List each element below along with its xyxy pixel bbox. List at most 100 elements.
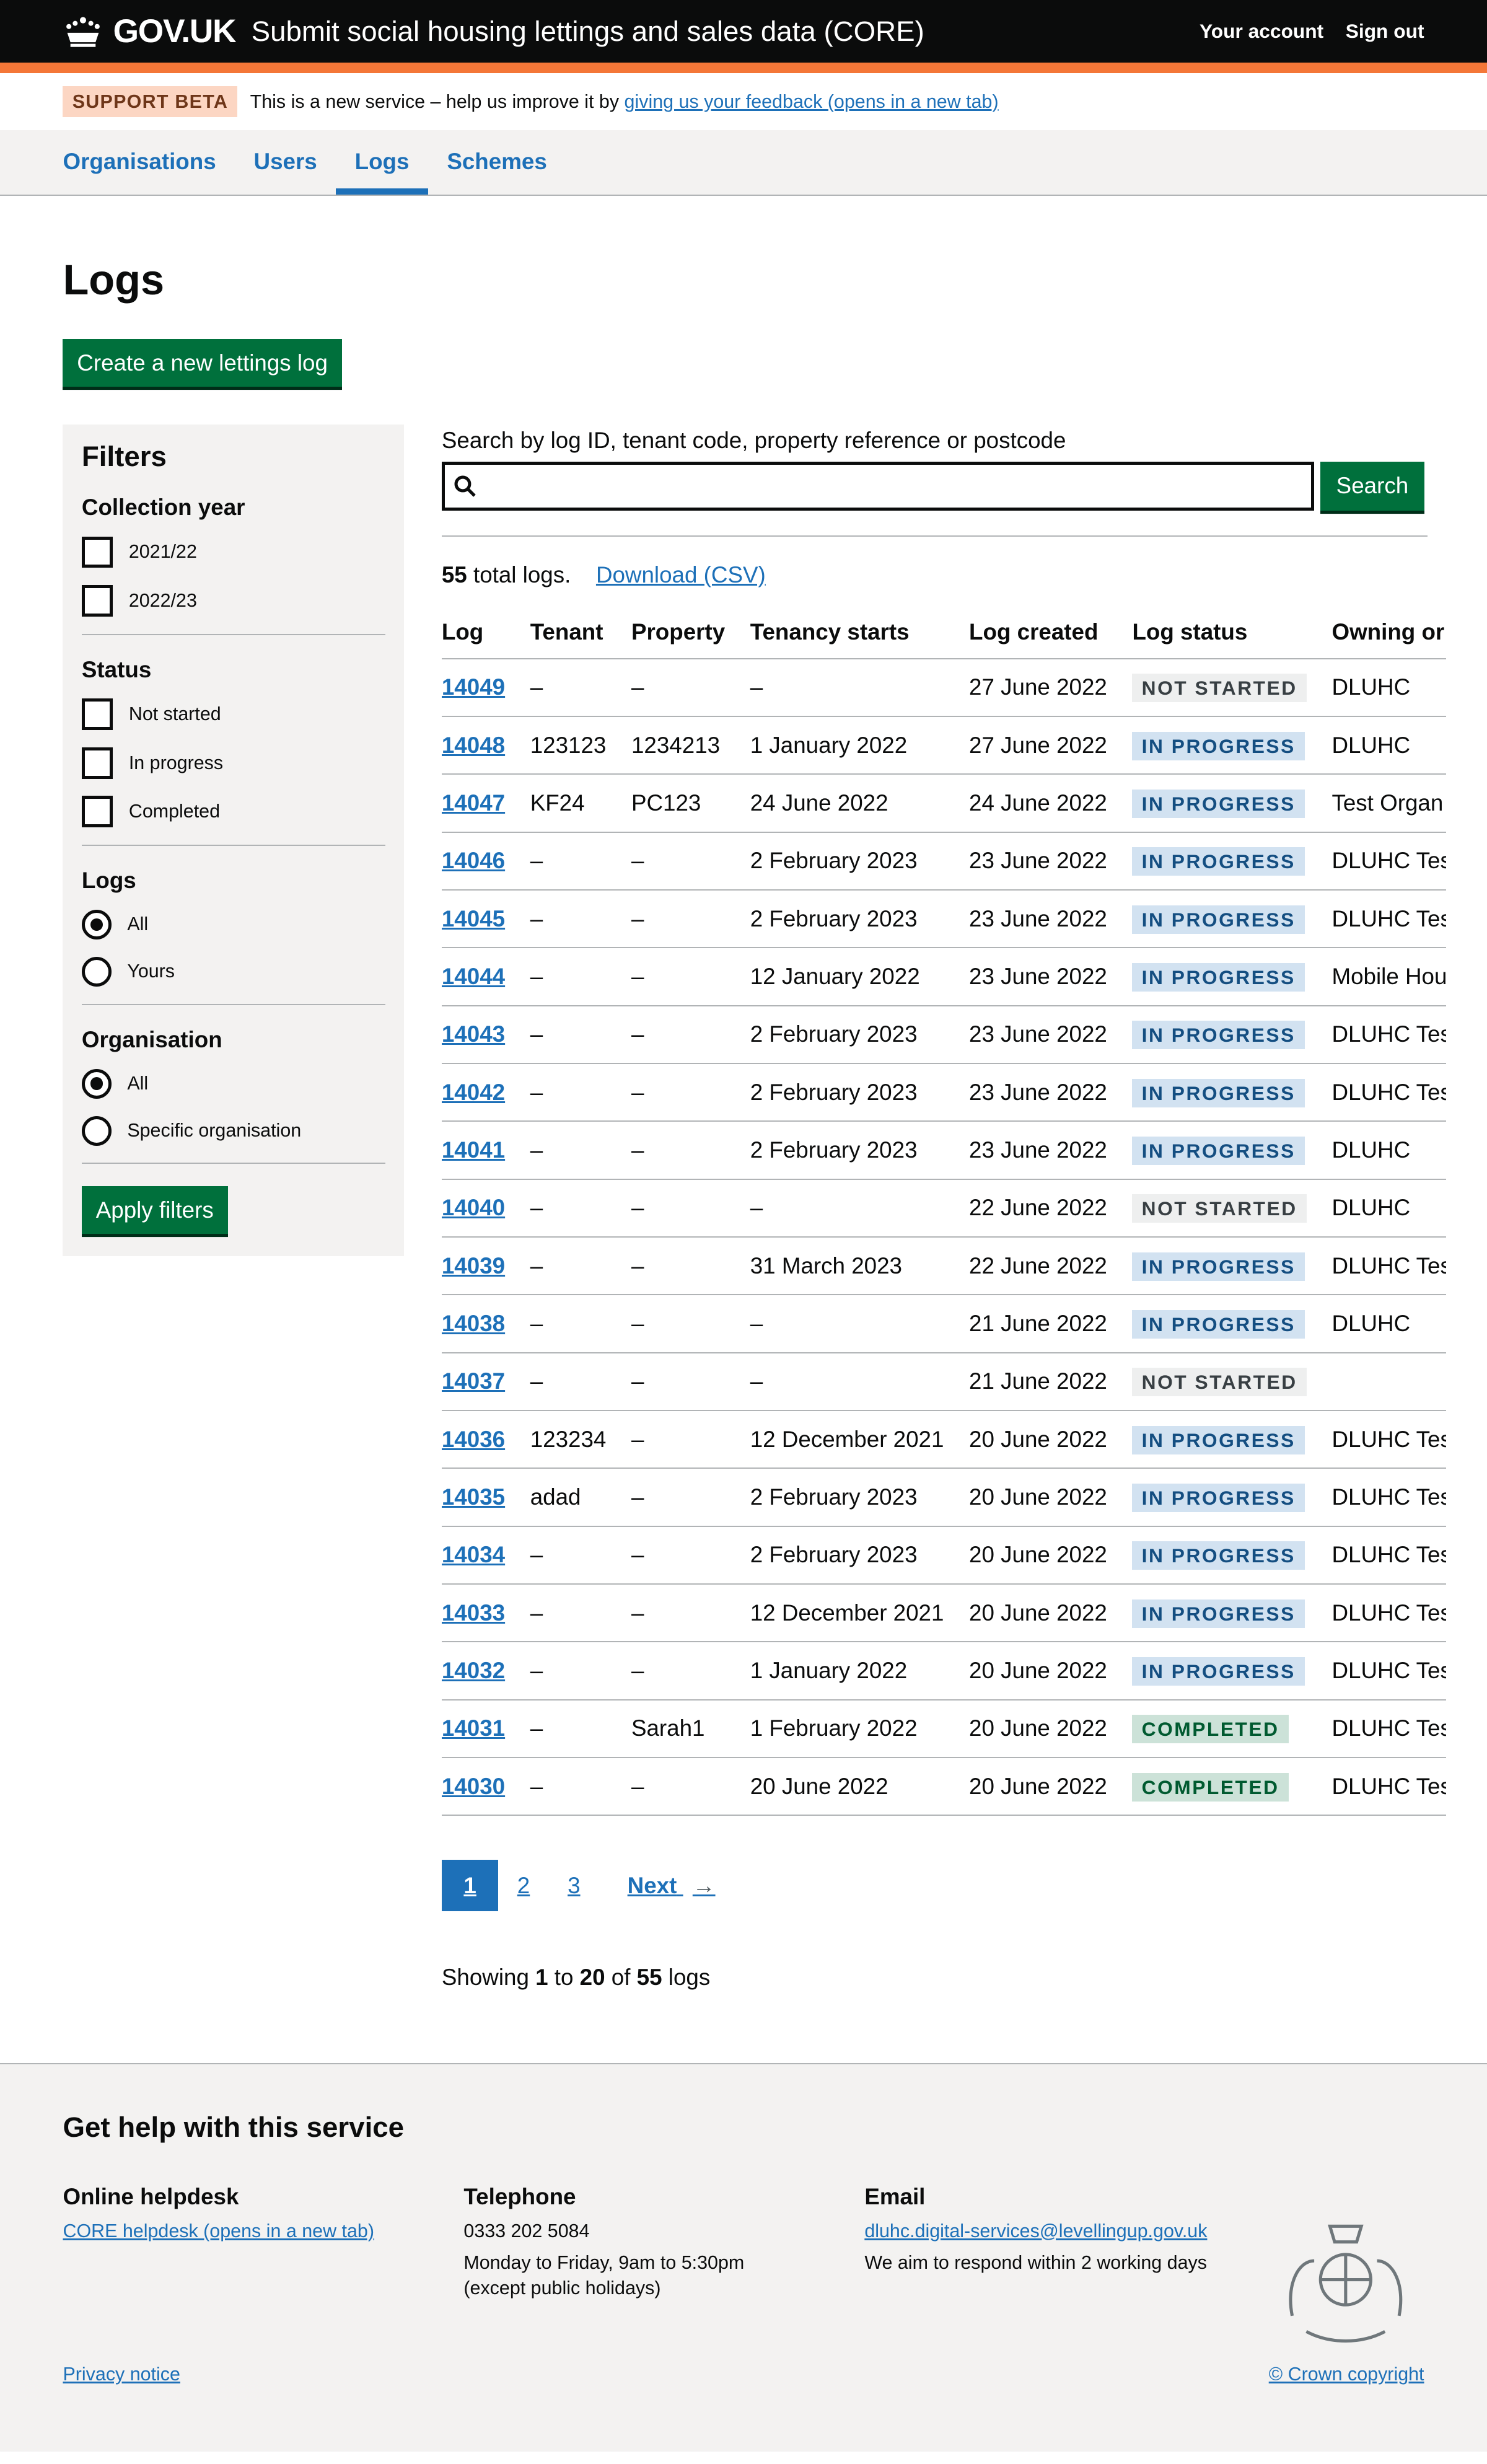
table-cell: – [631, 1468, 750, 1527]
table-cell: – [631, 1237, 750, 1296]
log-id-link[interactable]: 14031 [441, 1715, 506, 1741]
option-label: All [127, 913, 149, 935]
table-cell: DLUHC Tes [1331, 1526, 1446, 1585]
filter-option[interactable]: Yours [81, 956, 385, 987]
log-id-link[interactable]: 14038 [441, 1311, 506, 1337]
your-account-link[interactable]: Your account [1200, 20, 1324, 43]
log-id-link[interactable]: 14032 [441, 1657, 506, 1683]
table-cell: 27 June 2022 [969, 716, 1133, 775]
govuk-logo[interactable]: GOV.UK [63, 12, 237, 50]
table-cell: – [530, 1757, 631, 1816]
status-badge: IN PROGRESS [1132, 1599, 1305, 1628]
sign-out-link[interactable]: Sign out [1345, 20, 1424, 43]
table-cell: KF24 [530, 774, 631, 833]
page-3-link[interactable]: 3 [568, 1872, 581, 1898]
table-cell: DLUHC Tes [1331, 1642, 1446, 1701]
privacy-notice-link[interactable]: Privacy notice [63, 2364, 180, 2385]
create-lettings-log-button[interactable]: Create a new lettings log [63, 338, 342, 387]
table-cell: – [530, 890, 631, 949]
search-input[interactable] [441, 462, 1315, 511]
service-name[interactable]: Submit social housing lettings and sales… [251, 15, 924, 47]
table-row: 14033– –12 December 2021 20 June 2022 IN PR… [441, 1584, 1446, 1643]
filter-option[interactable]: Not started [81, 698, 385, 731]
filter-option[interactable]: 2022/23 [81, 585, 385, 617]
log-id-link[interactable]: 14046 [441, 848, 506, 874]
filter-group-title: Organisation [81, 1027, 222, 1053]
filter-option[interactable]: 2021/22 [81, 536, 385, 568]
log-id-link[interactable]: 14041 [441, 1137, 506, 1163]
table-row: 14031– Sarah1 1 February 2022 20 June 2022 C… [441, 1699, 1446, 1758]
next-page-link[interactable]: Next → [627, 1872, 716, 1898]
checkbox[interactable] [81, 585, 113, 617]
filter-option[interactable]: In progress [81, 747, 385, 779]
download-csv-link[interactable]: Download (CSV) [595, 561, 766, 587]
log-id-link[interactable]: 14043 [441, 1021, 506, 1047]
search-label: Search by log ID, tenant code, property … [441, 428, 1066, 454]
table-row: 14036 123234–12 December 2021 20 June 2022… [441, 1410, 1446, 1469]
log-id-link[interactable]: 14035 [441, 1484, 506, 1510]
feedback-link[interactable]: giving us your feedback (opens in a new … [624, 90, 999, 112]
primary-navigation: Organisations Users Logs Schemes [0, 130, 1487, 196]
filter-option[interactable]: All [81, 909, 385, 939]
filter-option[interactable]: Completed [81, 796, 385, 827]
search-button[interactable]: Search [1320, 462, 1424, 511]
table-cell: – [631, 890, 750, 949]
log-id-link[interactable]: 14033 [441, 1599, 506, 1626]
checkbox[interactable] [81, 747, 113, 779]
log-id-link[interactable]: 14045 [441, 905, 506, 931]
log-id-link[interactable]: 14036 [441, 1426, 506, 1452]
table-row: 14040– – –22 June 2022 NOT STARTED DLUHC [441, 1179, 1446, 1238]
checkbox[interactable] [81, 698, 113, 731]
table-cell: 2 February 2023 [750, 832, 970, 891]
radio[interactable] [81, 1115, 112, 1146]
table-cell: DLUHC [1331, 1121, 1446, 1180]
log-id-link[interactable]: 14047 [441, 790, 506, 816]
filter-option[interactable]: All [81, 1068, 385, 1099]
table-cell: – [631, 658, 750, 718]
nav-logs[interactable]: Logs [336, 130, 428, 195]
log-id-link[interactable]: 14034 [441, 1542, 506, 1568]
log-id-link[interactable]: 14039 [441, 1252, 506, 1278]
log-id-link[interactable]: 14049 [441, 674, 506, 700]
table-cell: 14037 [441, 1352, 530, 1412]
table-cell: – [530, 1642, 631, 1701]
telephone-heading: Telephone [463, 2183, 576, 2209]
nav-schemes[interactable]: Schemes [447, 149, 547, 175]
table-cell: IN PROGRESS [1132, 1642, 1332, 1701]
page-2-link[interactable]: 2 [517, 1872, 530, 1898]
table-cell: 20 June 2022 [969, 1642, 1133, 1701]
table-cell: 14032 [441, 1642, 530, 1701]
log-id-link[interactable]: 14030 [441, 1773, 506, 1799]
nav-users[interactable]: Users [253, 149, 317, 175]
radio[interactable] [81, 956, 112, 987]
page-1-link[interactable]: 1 [441, 1860, 499, 1911]
table-cell: 14041 [441, 1121, 530, 1180]
table-cell: DLUHC Tes [1331, 1005, 1446, 1065]
table-row: 14037– – –21 June 2022 NOT STARTED [441, 1352, 1446, 1412]
phone-note: (except public holidays) [463, 2277, 661, 2299]
log-id-link[interactable]: 14037 [441, 1368, 506, 1394]
radio[interactable] [81, 909, 112, 939]
filter-option[interactable]: Specific organisation [81, 1115, 385, 1146]
table-cell: COMPLETED [1132, 1757, 1332, 1816]
table-cell: 1 January 2022 [750, 716, 970, 775]
log-id-link[interactable]: 14042 [441, 1079, 506, 1105]
email-link[interactable]: dluhc.digital-services@levellingup.gov.u… [864, 2220, 1208, 2242]
table-cell: adad [530, 1468, 631, 1527]
apply-filters-button[interactable]: Apply filters [81, 1186, 228, 1234]
log-id-link[interactable]: 14044 [441, 964, 506, 990]
helpdesk-link[interactable]: CORE helpdesk (opens in a new tab) [63, 2220, 374, 2242]
radio[interactable] [81, 1068, 112, 1099]
header: GOV.UK Submit social housing lettings an… [0, 0, 1487, 74]
table-cell: – [631, 832, 750, 891]
log-id-link[interactable]: 14048 [441, 732, 506, 758]
checkbox[interactable] [81, 796, 113, 827]
log-id-link[interactable]: 14040 [441, 1195, 506, 1221]
nav-organisations[interactable]: Organisations [63, 149, 216, 175]
status-badge: IN PROGRESS [1132, 1425, 1305, 1454]
phone-hours: Monday to Friday, 9am to 5:30pm [463, 2251, 745, 2273]
checkbox[interactable] [81, 536, 113, 568]
table-cell: – [750, 658, 970, 718]
table-cell: – [750, 1295, 970, 1353]
crown-copyright-link[interactable]: © Crown copyright [1268, 2364, 1424, 2385]
